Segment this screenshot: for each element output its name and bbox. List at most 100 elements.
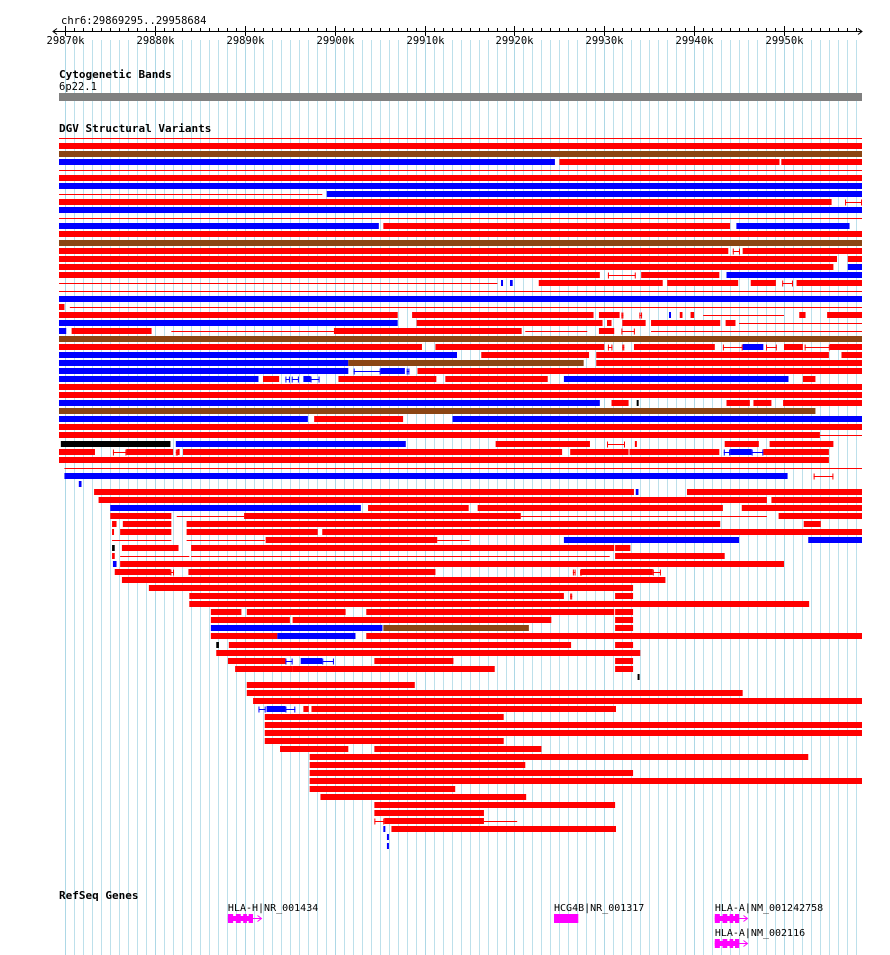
sv-loss-bar[interactable] [753, 400, 772, 406]
sv-loss-bar[interactable] [210, 617, 290, 623]
sv-gain-bar[interactable] [326, 191, 862, 197]
sv-loss-bar[interactable] [59, 272, 600, 278]
sv-loss-bar[interactable] [383, 223, 731, 229]
sv-loss-bar[interactable] [641, 272, 720, 278]
sv-loss-bar[interactable] [191, 545, 615, 551]
sv-loss-bar[interactable] [629, 449, 720, 455]
sv-loss-bar[interactable] [292, 666, 495, 672]
sv-loss-bar[interactable] [59, 264, 834, 270]
sv-loss-bar[interactable] [366, 609, 615, 615]
sv-loss-bar[interactable] [686, 489, 862, 495]
sv-loss-bar[interactable] [596, 352, 829, 358]
sv-gain-bar[interactable] [59, 183, 862, 189]
sv-gain-bar[interactable] [730, 449, 752, 455]
sv-loss-bar[interactable] [615, 666, 634, 672]
sv-loss-bar[interactable] [59, 175, 862, 181]
sv-loss-bar[interactable] [769, 441, 834, 447]
sv-loss-bar[interactable] [598, 328, 615, 334]
sv-loss-bar[interactable] [59, 256, 837, 262]
sv-loss-bar[interactable] [246, 682, 415, 688]
sv-loss-bar[interactable] [615, 545, 631, 551]
sv-loss-bar[interactable] [841, 352, 862, 358]
sv-loss-bar[interactable] [416, 320, 603, 326]
sv-loss-bar[interactable] [177, 449, 180, 455]
sv-both-bar[interactable] [59, 408, 816, 414]
sv-loss-bar[interactable] [262, 376, 280, 382]
sv-loss-bar[interactable] [122, 521, 172, 527]
sv-loss-bar[interactable] [253, 698, 862, 704]
sv-loss-bar[interactable] [338, 376, 437, 382]
sv-gain-bar[interactable] [59, 296, 862, 302]
sv-gain-bar[interactable] [277, 633, 356, 639]
sv-loss-bar[interactable] [366, 633, 862, 639]
sv-loss-bar[interactable] [374, 746, 542, 752]
sv-gain-bar[interactable] [112, 561, 117, 567]
sv-gain-bar[interactable] [501, 280, 504, 286]
sv-loss-bar[interactable] [803, 521, 821, 527]
sv-loss-bar[interactable] [368, 505, 469, 511]
sv-loss-bar[interactable] [114, 569, 171, 575]
sv-loss-bar[interactable] [120, 561, 784, 567]
sv-gain-bar[interactable] [110, 505, 361, 511]
sv-loss-bar[interactable] [59, 424, 862, 430]
sv-loss-bar[interactable] [246, 609, 346, 615]
sv-both-bar[interactable] [59, 151, 862, 157]
sv-loss-bar[interactable] [59, 231, 862, 237]
sv-loss-bar[interactable] [615, 642, 634, 648]
gene-label[interactable]: HCG4B|NR_001317 [554, 903, 644, 914]
sv-both-bar[interactable] [383, 625, 529, 631]
sv-loss-bar[interactable] [750, 280, 776, 286]
sv-loss-bar[interactable] [766, 529, 862, 535]
sv-loss-bar[interactable] [112, 521, 117, 527]
sv-loss-bar[interactable] [188, 569, 436, 575]
sv-loss-bar[interactable] [309, 754, 809, 760]
sv-loss-bar[interactable] [615, 593, 634, 599]
sv-loss-bar[interactable] [314, 416, 404, 422]
sv-gain-bar[interactable] [510, 280, 513, 286]
sv-loss-bar[interactable] [311, 706, 617, 712]
sv-loss-bar[interactable] [186, 529, 318, 535]
sv-gain-bar[interactable] [59, 376, 259, 382]
sv-loss-bar[interactable] [264, 738, 504, 744]
sv-loss-bar[interactable] [94, 489, 634, 495]
sv-loss-bar[interactable] [763, 449, 829, 455]
sv-gain-bar[interactable] [452, 416, 862, 422]
sv-loss-bar[interactable] [189, 601, 810, 607]
sv-loss-bar[interactable] [391, 826, 617, 832]
sv-gain-bar[interactable] [563, 537, 740, 543]
sv-gain-bar[interactable] [266, 706, 286, 712]
sv-loss-bar[interactable] [596, 360, 862, 366]
sv-loss-bar[interactable] [59, 432, 820, 438]
sv-gain-bar[interactable] [386, 834, 389, 840]
sv-loss-bar[interactable] [374, 810, 484, 816]
sv-loss-bar[interactable] [126, 449, 174, 455]
sv-loss-bar[interactable] [59, 392, 862, 398]
sv-loss-bar[interactable] [59, 143, 862, 149]
sv-loss-bar[interactable] [320, 794, 527, 800]
sv-gain-bar[interactable] [78, 481, 82, 487]
sv-loss-bar[interactable] [781, 159, 862, 165]
sv-loss-bar[interactable] [244, 513, 521, 519]
sv-both-bar[interactable] [59, 240, 862, 246]
sv-inversion-bar[interactable] [60, 441, 171, 447]
sv-loss-bar[interactable] [228, 642, 572, 648]
sv-loss-bar[interactable] [634, 441, 637, 447]
sv-gain-bar[interactable] [210, 625, 383, 631]
sv-loss-bar[interactable] [186, 521, 721, 527]
sv-loss-bar[interactable] [445, 376, 548, 382]
sv-gain-bar[interactable] [175, 441, 406, 447]
sv-loss-bar[interactable] [264, 730, 862, 736]
sv-loss-bar[interactable] [246, 690, 743, 696]
sv-gain-bar[interactable] [635, 489, 639, 495]
sv-loss-bar[interactable] [280, 746, 349, 752]
sv-loss-bar[interactable] [112, 553, 115, 559]
sv-gain-bar[interactable] [59, 400, 600, 406]
sv-loss-bar[interactable] [435, 344, 605, 350]
sv-loss-bar[interactable] [742, 248, 862, 254]
sv-loss-bar[interactable] [59, 304, 65, 310]
sv-loss-bar[interactable] [227, 658, 286, 664]
sv-loss-bar[interactable] [98, 497, 767, 503]
sv-loss-bar[interactable] [210, 633, 278, 639]
sv-loss-bar[interactable] [309, 778, 863, 784]
sv-gain-bar[interactable] [808, 537, 862, 543]
